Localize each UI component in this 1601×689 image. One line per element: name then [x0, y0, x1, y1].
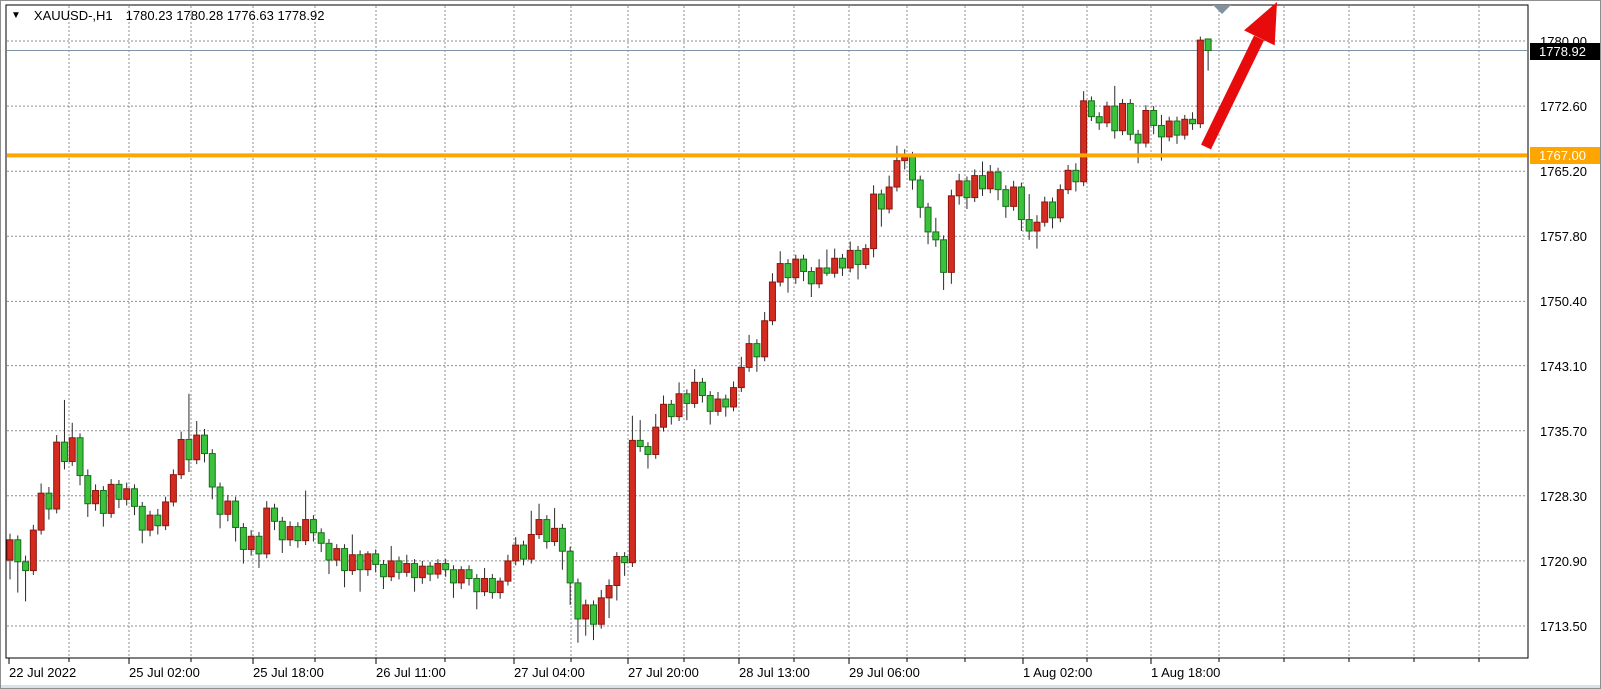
object-anchor-marker-icon[interactable]: [1213, 5, 1231, 14]
price-axis-label: 1713.50: [1540, 619, 1587, 634]
chart-title: ▼ XAUUSD-,H1 1780.23 1780.28 1776.63 177…: [11, 8, 324, 23]
time-axis-label: 29 Jul 06:00: [849, 665, 920, 680]
time-axis-label: 22 Jul 2022: [9, 665, 77, 680]
time-axis-label: 27 Jul 04:00: [514, 665, 585, 680]
price-axis-label: 1728.30: [1540, 488, 1587, 504]
bid-price-badge: 1778.92: [1530, 42, 1600, 60]
time-axis-label: 25 Jul 02:00: [129, 665, 200, 680]
price-axis-label: 1743.10: [1540, 358, 1587, 374]
price-axis-label: 1750.40: [1540, 294, 1587, 310]
ohlc-readout: 1780.23 1780.28 1776.63 1778.92: [125, 8, 325, 23]
price-axis-label: 1720.90: [1540, 553, 1587, 569]
price-axis-label: 1780.00: [1540, 34, 1587, 49]
price-axis-label: 1772.60: [1540, 99, 1587, 115]
time-axis-label: 28 Jul 13:00: [739, 665, 810, 680]
symbol-period-label: XAUUSD-,H1: [33, 8, 113, 23]
time-axis-label: 26 Jul 11:00: [376, 665, 446, 680]
hline-price-badge: 1767.00: [1530, 147, 1600, 165]
price-axis-label: 1735.70: [1540, 423, 1587, 439]
chart-border: [5, 4, 1529, 659]
time-axis-label: 27 Jul 20:00: [628, 665, 699, 680]
bottom-edge: [1, 685, 1600, 688]
price-axis-label: 1757.80: [1540, 229, 1587, 245]
candlestick-series: [6, 36, 1212, 643]
time-axis-label: 1 Aug 18:00: [1151, 665, 1221, 680]
symbol-dropdown-icon[interactable]: ▼: [11, 10, 21, 21]
price-axis[interactable]: 1767.00 1778.92 1780.00 1772.60 1765.20 175…: [1530, 1, 1600, 685]
price-axis-label: 1765.20: [1540, 164, 1587, 180]
time-axis-label: 25 Jul 18:00: [253, 665, 324, 680]
trend-arrow-annotation[interactable]: [1201, 2, 1277, 150]
time-axis[interactable]: 22 Jul 2022 25 Jul 02:00 25 Jul 18:00 26 Ju…: [1, 665, 1600, 685]
time-axis-label: 1 Aug 02:00: [1023, 665, 1093, 680]
